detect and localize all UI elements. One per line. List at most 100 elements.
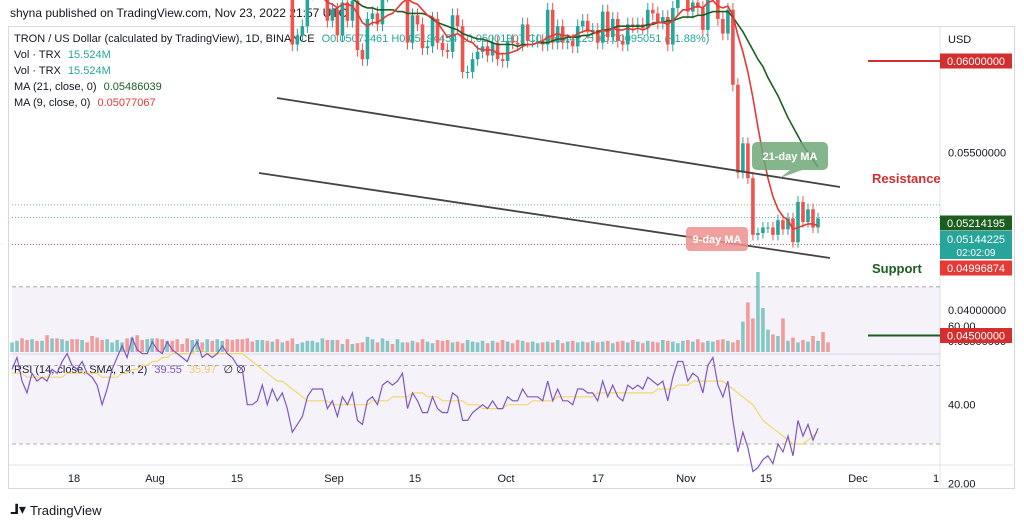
candle (295, 35, 300, 45)
volume-bar (125, 338, 129, 352)
legend-ma9-row: MA (9, close, 0) 0.05077067 (14, 97, 156, 109)
volume-bar (385, 340, 390, 352)
candle (595, 29, 600, 43)
candle (701, 7, 705, 30)
volume-bar (786, 340, 790, 352)
volume-bar (295, 344, 300, 352)
volume-bar (440, 340, 445, 352)
time-axis-tick: Sep (324, 473, 344, 485)
rsi-axis-tick: 40.00 (948, 400, 976, 412)
legend-ma9-value: 0.05077067 (97, 97, 156, 109)
candle (671, 7, 675, 45)
volume-bar (545, 341, 550, 352)
volume-bar (25, 340, 29, 352)
candle (380, 0, 385, 25)
volume-bar (240, 339, 245, 352)
rsi-line (11, 336, 819, 473)
volume-bar (275, 339, 280, 352)
volume-bar (435, 340, 440, 352)
volume-bar (175, 339, 180, 352)
volume-bar (160, 339, 164, 352)
volume-bar (455, 341, 460, 352)
volume-bar (500, 340, 505, 352)
volume-bar (696, 339, 700, 352)
volume-bar (10, 342, 14, 352)
volume-bar (270, 341, 275, 352)
volume-bar (280, 342, 285, 352)
volume-bar (330, 340, 335, 352)
candle (365, 18, 370, 60)
candle (590, 29, 595, 32)
volume-bar (400, 342, 405, 352)
volume-bar (766, 329, 770, 352)
volume-bar (425, 341, 430, 352)
legend-symbol: TRON / US Dollar (calculated by TradingV… (14, 33, 315, 45)
candle (525, 24, 530, 41)
volume-bar (390, 344, 395, 352)
candle (645, 9, 650, 29)
volume-bar (605, 340, 610, 352)
candle (630, 24, 635, 27)
volume-bar (666, 340, 670, 352)
ma9-value: 0.04996874 (947, 263, 1005, 275)
candle (530, 40, 535, 42)
volume-bar (465, 340, 470, 352)
volume-bar (350, 344, 355, 352)
candle (731, 9, 735, 85)
candle (726, 9, 730, 34)
candle (696, 2, 700, 8)
volume-bar (495, 342, 500, 352)
candle (560, 26, 565, 43)
legend-vol2-label: Vol · TRX (14, 65, 61, 77)
candle (330, 9, 335, 21)
volume-bar (50, 338, 54, 352)
volume-bar (640, 343, 645, 352)
candle (520, 24, 525, 45)
volume-bar (200, 342, 205, 352)
volume-bar (801, 340, 805, 352)
volume-bar (255, 340, 260, 352)
volume-bar (751, 318, 755, 352)
volume-bar (75, 339, 79, 352)
ma9-callout (686, 227, 748, 251)
time-axis-tick: 1 (933, 473, 939, 485)
volume-bar (756, 272, 760, 352)
price-axis-tick: 0.04000000 (948, 305, 1006, 317)
candle (721, 18, 725, 34)
volume-bar (661, 340, 665, 352)
candle (625, 24, 630, 45)
volume-bar (761, 308, 765, 352)
candle (500, 59, 505, 61)
volume-bar (40, 340, 44, 352)
chart-frame (8, 26, 1015, 489)
volume-bar (711, 341, 715, 352)
volume-bar (535, 343, 540, 352)
volume-bar (656, 342, 660, 352)
volume-bar (510, 343, 515, 352)
volume-bar (736, 340, 740, 352)
candle (791, 218, 795, 243)
candle (751, 178, 755, 235)
volume-bar (230, 340, 235, 352)
candle (350, 0, 355, 21)
volume-bar (671, 341, 675, 352)
volume-bar (811, 336, 815, 352)
candle (450, 15, 455, 52)
rsi-sma-line (12, 349, 819, 445)
candle (460, 26, 465, 72)
ma21-callout (752, 142, 828, 170)
ma21-callout-pointer (780, 170, 802, 178)
volume-bar (816, 340, 820, 352)
volume-bar (445, 340, 450, 352)
volume-bar (155, 338, 159, 352)
last-price-value: 0.05144225 (947, 234, 1005, 246)
volume-bar (771, 334, 775, 352)
volume-bar (305, 340, 310, 352)
volume-bar (320, 338, 325, 352)
volume-bar (410, 340, 415, 352)
candle (515, 42, 520, 45)
volume-bar (35, 340, 39, 352)
candle (510, 40, 515, 43)
tradingview-wordmark: TradingView (29, 502, 102, 518)
